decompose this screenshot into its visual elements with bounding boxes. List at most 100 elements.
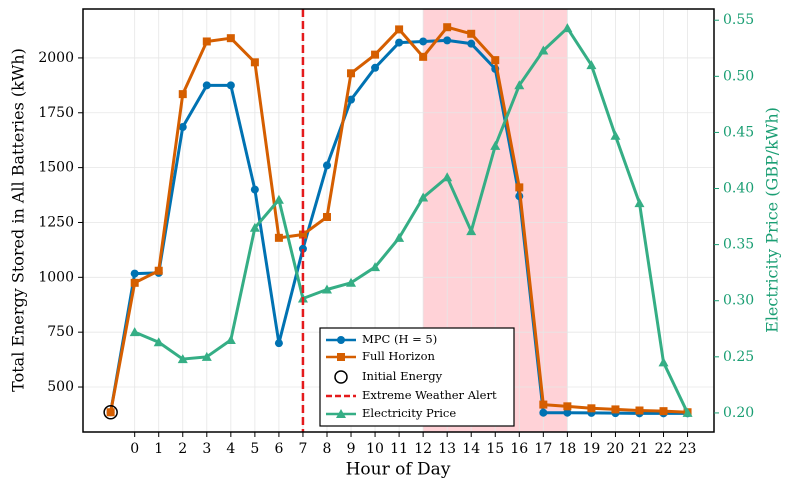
y-tick-label: 1000 [38,269,74,285]
x-tick-label: 5 [250,441,259,457]
point [337,336,345,344]
point [106,408,115,417]
point [154,266,163,275]
y-tick-label: 1500 [38,160,74,176]
y2-tick-label: 0.55 [723,12,754,28]
point [249,222,260,232]
axes-frame [82,8,715,433]
x-tick-label: 18 [558,441,576,457]
x-tick-label: 19 [582,441,600,457]
legend-label: Full Horizon [362,349,436,363]
point [418,192,429,202]
x-tick-label: 10 [366,441,384,457]
point [336,409,346,418]
point [370,262,381,272]
x-tick-label: 4 [226,441,235,457]
point [177,354,188,364]
point [274,233,283,242]
x-tick-label: 3 [202,441,211,457]
x-tick-label: 14 [462,441,480,457]
point [515,183,524,192]
point [337,353,345,361]
y2-tick-label: 0.25 [723,349,754,365]
x-tick-label: 0 [130,441,139,457]
point [466,226,477,236]
y2-axis-label: Electricity Price (GBP/kWh) [763,107,782,333]
point [587,404,596,413]
point [563,402,572,411]
x-tick-label: 20 [607,441,625,457]
point [514,80,525,90]
x-tick-label: 12 [414,441,432,457]
point [298,244,307,253]
point [467,39,476,48]
legend-swatch [334,370,348,384]
x-tick-label: 16 [510,441,528,457]
initial-energy-marker [103,405,118,420]
point [371,50,380,59]
point [226,34,235,43]
point [443,36,452,45]
point [419,52,428,61]
y-axis-label: Total Energy Stored in All Batteries (kW… [9,48,28,392]
y-tick-label: 500 [47,379,74,395]
point [539,408,548,417]
point [298,230,307,239]
legend-label: Electricity Price [362,406,456,420]
point [443,23,452,32]
x-axis-label: Hour of Day [346,460,451,480]
y-tick-label: 2000 [38,50,74,66]
point [467,29,476,38]
point [538,45,549,55]
x-tick-label: 23 [679,441,697,457]
point [202,37,211,46]
x-tick-label: 15 [486,441,504,457]
x-tick-label: 11 [390,441,408,457]
point [322,161,331,170]
point [586,60,597,70]
point [562,23,573,33]
point [610,130,621,140]
y-tick-label: 1750 [38,105,74,121]
point [490,140,501,150]
x-tick-label: 22 [655,441,673,457]
x-tick-label: 7 [298,441,307,457]
point [658,357,669,367]
point [635,406,644,415]
point [394,232,405,242]
legend-label: MPC (H = 5) [362,332,437,346]
point [322,212,331,221]
point [273,194,284,204]
point [491,56,500,65]
y2-tick-label: 0.45 [723,124,754,140]
y-tick-label: 1250 [38,214,74,230]
legend-box [319,327,515,427]
y2-tick-label: 0.40 [723,181,754,197]
point [321,284,332,294]
point [129,327,140,337]
x-tick-label: 9 [347,441,356,457]
y2-tick-label: 0.35 [723,237,754,253]
point [201,351,212,361]
x-tick-label: 13 [438,441,456,457]
point [274,339,283,348]
point [178,90,187,99]
x-tick-label: 8 [323,441,332,457]
point [419,37,428,46]
y2-tick-label: 0.30 [723,293,754,309]
point [250,185,259,194]
point [347,95,356,104]
point [442,172,453,182]
legend: MPC (H = 5) Full Horizon Initial Energy Ext… [319,327,515,427]
point [225,334,236,344]
x-tick-label: 1 [154,441,163,457]
point [226,81,235,90]
point [395,25,404,34]
point [395,38,404,47]
point [153,337,164,347]
point [130,269,139,278]
y2-tick-label: 0.20 [723,405,754,421]
point [346,277,357,287]
point [659,407,668,416]
